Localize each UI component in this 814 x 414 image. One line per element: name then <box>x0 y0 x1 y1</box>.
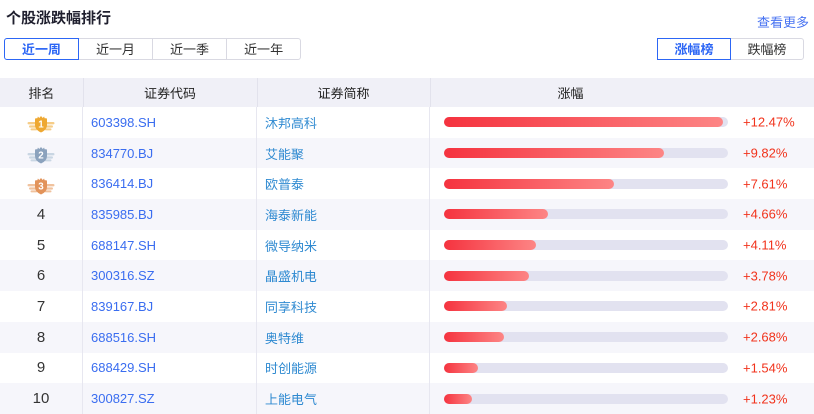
svg-text:1: 1 <box>38 120 44 131</box>
svg-text:3: 3 <box>38 181 44 192</box>
svg-text:2: 2 <box>38 151 44 162</box>
